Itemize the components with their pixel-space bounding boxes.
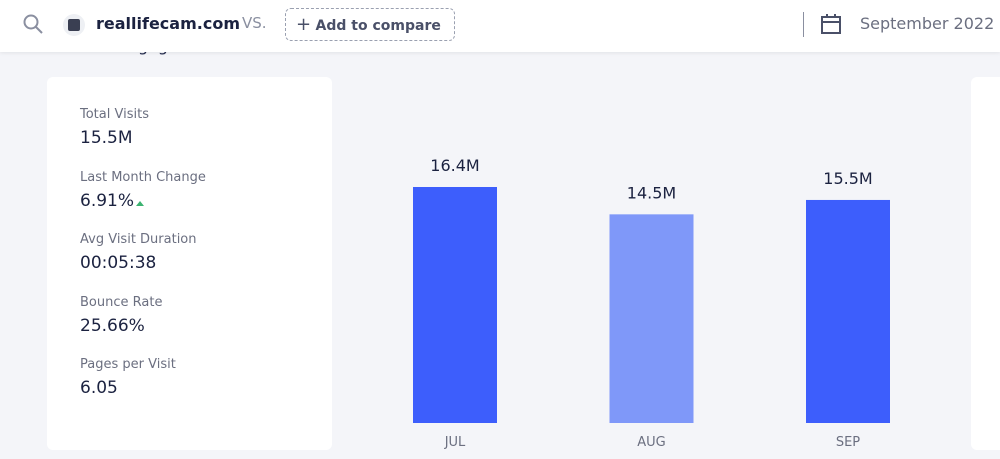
visits-chart: 16.4M JUL 14.5M AUG 15.5M SEP <box>413 156 890 450</box>
stat-value: 6.91% <box>80 190 135 211</box>
bar-value-label: 15.5M <box>823 169 872 188</box>
date-picker[interactable]: September 2022 <box>860 14 995 33</box>
stat-label: Pages per Visit <box>80 357 176 372</box>
x-tick-label: AUG <box>637 435 665 450</box>
bar <box>609 214 694 423</box>
search-icon[interactable] <box>22 13 44 35</box>
bar-value-label: 16.4M <box>430 156 479 175</box>
calendar-icon[interactable] <box>820 13 842 35</box>
compare-button[interactable]: + Add to compare <box>285 8 455 41</box>
stats-card: Total Visits 15.5M Last Month Change 6.91% A… <box>47 77 332 450</box>
stat-label: Last Month Change <box>80 169 206 185</box>
top-bar: reallifecam.com VS. + Add to compare Sep… <box>0 0 1000 52</box>
stat-value: 00:05:38 <box>80 253 157 273</box>
trend-up-icon <box>136 200 144 206</box>
stat-value: 25.66% <box>80 315 145 336</box>
site-name: reallifecam.com <box>96 14 240 33</box>
stat-label: Avg Visit Duration <box>80 232 197 247</box>
side-card <box>971 77 1000 450</box>
bar <box>806 199 890 423</box>
bar <box>413 187 497 423</box>
stat-label: Total Visits <box>80 107 149 122</box>
x-tick-label: JUL <box>444 435 466 450</box>
x-tick-label: SEP <box>836 435 860 450</box>
stat-value: 6.05 <box>80 378 118 398</box>
stat-value: 15.5M <box>80 128 133 148</box>
stat-label: Bounce Rate <box>80 294 163 310</box>
divider <box>803 12 804 37</box>
compare-label: Add to compare <box>315 18 441 34</box>
bar-value-label: 14.5M <box>627 183 676 202</box>
vs-label: VS. <box>242 14 267 32</box>
site-icon <box>63 14 85 36</box>
